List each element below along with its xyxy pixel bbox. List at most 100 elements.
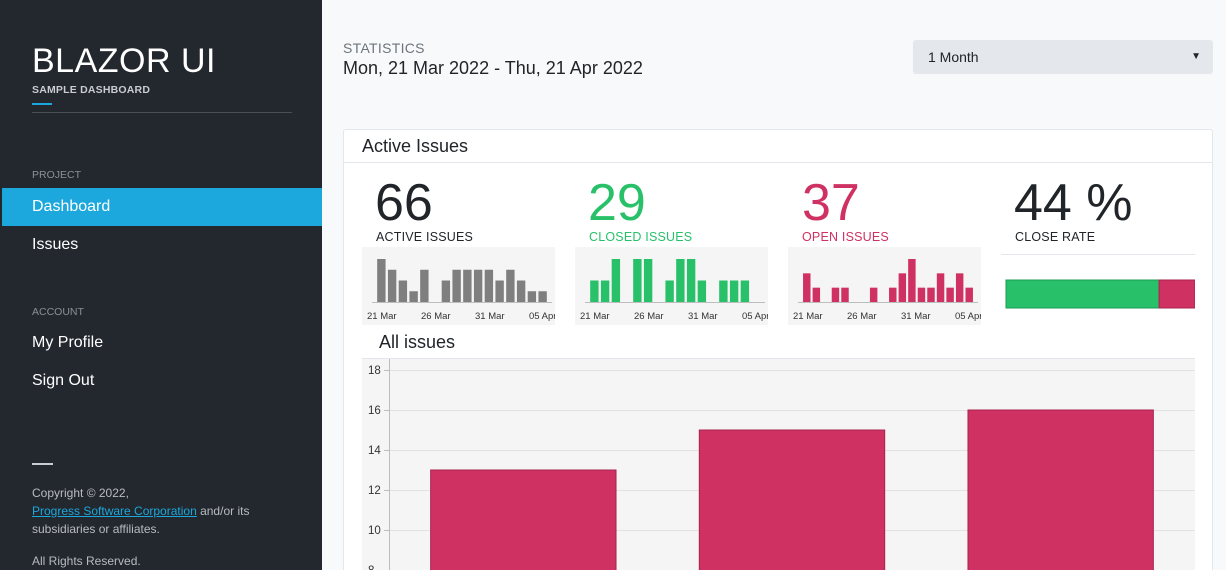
nav-group-account: ACCOUNT: [32, 306, 84, 318]
spark-bar: [387, 269, 397, 302]
spark-bar: [506, 269, 515, 302]
spark-bar: [495, 280, 504, 302]
all-issues-bar: [698, 429, 886, 570]
spark-bar: [803, 273, 811, 302]
spark-bar: [719, 280, 728, 302]
spark-bar: [441, 280, 451, 302]
spark-tick-label: 05 Apr: [742, 311, 768, 322]
spark-tick-label: 31 Mar: [901, 311, 931, 322]
y-tick-label: 10: [368, 525, 381, 537]
period-select[interactable]: 1 Month ▼: [913, 40, 1213, 74]
spark-bar: [908, 259, 916, 302]
footer-copyright: Copyright © 2022,: [32, 486, 129, 500]
close-rate-bar: [1001, 254, 1196, 326]
spark-bar: [611, 259, 621, 302]
statistics-label: STATISTICS: [343, 40, 425, 56]
sidebar-item-my-profile[interactable]: My Profile: [32, 334, 104, 351]
spark-bar: [600, 280, 610, 302]
spark-bar: [643, 259, 653, 302]
spark-bar: [812, 287, 821, 302]
spark-bar: [633, 259, 642, 302]
spark-bar: [927, 287, 935, 302]
y-tick-label: 16: [368, 405, 381, 417]
sparkline-active: 21 Mar 26 Mar 31 Mar 05 Apr: [362, 247, 555, 325]
y-tick-label: 8: [368, 565, 374, 570]
sidebar-item-dashboard[interactable]: Dashboard: [2, 188, 322, 226]
spark-bar: [841, 287, 849, 302]
spark-bar: [452, 269, 461, 302]
spark-bar: [538, 291, 547, 302]
kpi-active-label: ACTIVE ISSUES: [376, 230, 474, 244]
spark-bar: [665, 280, 674, 302]
brand-title: BLAZOR UI: [32, 42, 216, 80]
spark-bar: [473, 269, 483, 302]
period-select-value: 1 Month: [928, 49, 979, 65]
spark-bar: [936, 273, 945, 302]
sidebar-item-issues[interactable]: Issues: [32, 236, 79, 253]
all-issues-bar: [967, 409, 1154, 570]
y-tick-label: 14: [368, 445, 381, 457]
date-range: Mon, 21 Mar 2022 - Thu, 21 Apr 2022: [343, 58, 643, 78]
spark-tick-label: 21 Mar: [580, 311, 610, 322]
kpi-active-value: 66: [375, 174, 433, 232]
spark-bar: [917, 287, 926, 302]
footer-company-suffix: and/or its subsidiaries or affiliates.: [32, 504, 250, 536]
spark-tick-label: 05 Apr: [529, 311, 555, 322]
spark-bar: [484, 269, 494, 302]
spark-tick-label: 31 Mar: [475, 311, 505, 322]
spark-bar: [516, 280, 526, 302]
footer-rights: All Rights Reserved.: [32, 554, 141, 568]
footer: Copyright © 2022, Progress Software Corp…: [32, 484, 292, 570]
kpi-open-label: OPEN ISSUES: [802, 230, 889, 244]
spark-tick-label: 26 Mar: [421, 311, 451, 322]
card-divider: [344, 162, 1212, 163]
brand-subtitle: SAMPLE DASHBOARD: [32, 84, 151, 96]
all-issues-divider: [362, 358, 1195, 359]
all-issues-title: All issues: [379, 332, 456, 352]
spark-bar: [946, 287, 954, 302]
kpi-close-rate-label: CLOSE RATE: [1015, 230, 1096, 244]
spark-tick-label: 26 Mar: [634, 311, 664, 322]
brand-divider: [32, 112, 292, 113]
spark-bar: [697, 280, 707, 302]
sidebar-item-sign-out[interactable]: Sign Out: [32, 372, 95, 389]
all-issues-bar: [430, 469, 617, 570]
sparkline-open: 21 Mar 26 Mar 31 Mar 05 Apr: [788, 247, 981, 325]
spark-bar: [409, 291, 418, 302]
spark-tick-label: 21 Mar: [793, 311, 823, 322]
caret-down-icon: ▼: [1191, 51, 1201, 62]
spark-bar: [740, 280, 750, 302]
footer-company-link[interactable]: Progress Software Corporation: [32, 504, 197, 518]
y-tick-label: 12: [368, 485, 381, 497]
sidebar: BLAZOR UI SAMPLE DASHBOARD PROJECT Dashb…: [0, 0, 322, 570]
spark-bar: [398, 280, 408, 302]
spark-tick-label: 31 Mar: [688, 311, 718, 322]
nav-group-project: PROJECT: [32, 169, 82, 181]
spark-bar: [955, 273, 964, 302]
card-title: Active Issues: [362, 136, 469, 156]
brand-accent-line: [32, 103, 52, 105]
kpi-open-value: 37: [802, 174, 860, 232]
spark-bar: [898, 273, 907, 302]
y-tick-label: 18: [368, 365, 381, 377]
kpi-close-rate-value: 44 %: [1014, 174, 1133, 232]
close-rate-closed-segment: [1005, 279, 1160, 309]
spark-bar: [831, 287, 840, 302]
all-issues-chart: 8 10 12 14 16 18: [362, 359, 1195, 570]
sparkline-closed: 21 Mar 26 Mar 31 Mar 05 Apr: [575, 247, 768, 325]
spark-tick-label: 21 Mar: [367, 311, 397, 322]
kpi-closed-value: 29: [588, 174, 646, 232]
spark-bar: [965, 287, 973, 302]
kpi-closed-label: CLOSED ISSUES: [589, 230, 693, 244]
close-rate-open-segment: [1158, 279, 1196, 309]
spark-tick-label: 05 Apr: [955, 311, 981, 322]
spark-bar: [420, 269, 429, 302]
spark-tick-label: 26 Mar: [847, 311, 877, 322]
spark-bar: [676, 259, 685, 302]
spark-bar: [686, 259, 696, 302]
spark-bar: [527, 291, 537, 302]
spark-bar: [463, 269, 472, 302]
spark-bar: [729, 280, 739, 302]
spark-bar: [377, 259, 386, 302]
spark-bar: [869, 287, 878, 302]
